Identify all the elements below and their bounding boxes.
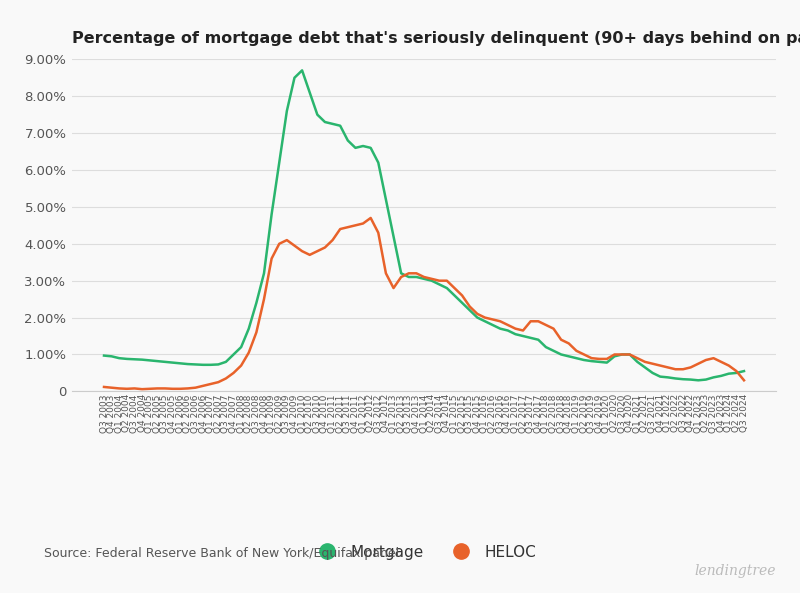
Mortgage [305, 89, 314, 96]
Mortgage [328, 120, 338, 127]
HELOC [716, 358, 726, 365]
HELOC [214, 378, 223, 385]
Legend: Mortgage, HELOC: Mortgage, HELOC [306, 538, 542, 566]
Mortgage [739, 368, 749, 375]
HELOC [298, 248, 307, 255]
Mortgage [298, 67, 307, 74]
HELOC [434, 277, 444, 284]
Mortgage [99, 352, 109, 359]
Mortgage [206, 361, 215, 368]
HELOC [305, 251, 314, 259]
Line: HELOC: HELOC [104, 218, 744, 389]
Mortgage [694, 377, 703, 384]
HELOC [739, 377, 749, 384]
Mortgage [427, 277, 437, 284]
Mortgage [716, 372, 726, 380]
Text: Source: Federal Reserve Bank of New York/Equifax panel.: Source: Federal Reserve Bank of New York… [44, 547, 403, 560]
HELOC [366, 215, 375, 222]
Line: Mortgage: Mortgage [104, 71, 744, 380]
HELOC [99, 384, 109, 391]
Text: Percentage of mortgage debt that's seriously delinquent (90+ days behind on paym: Percentage of mortgage debt that's serio… [72, 31, 800, 46]
Mortgage [290, 74, 299, 81]
HELOC [328, 237, 338, 244]
HELOC [138, 385, 147, 393]
Text: lendingtree: lendingtree [694, 564, 776, 578]
